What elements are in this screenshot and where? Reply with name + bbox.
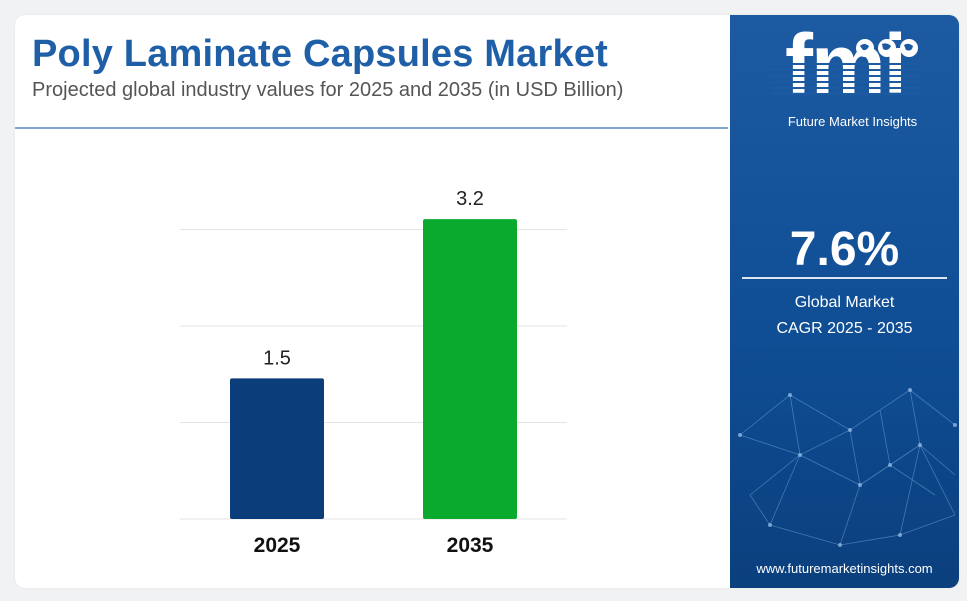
chart-subtitle: Projected global industry values for 202… — [32, 79, 624, 101]
globe-icons — [856, 39, 918, 57]
network-graphic — [738, 388, 957, 547]
cagr-divider — [742, 277, 947, 279]
bar-2035 — [423, 219, 517, 519]
infographic-card: Poly Laminate Capsules Market Projected … — [15, 15, 959, 588]
cagr-label-line2: CAGR 2025 - 2035 — [776, 320, 913, 337]
logo-subtext: Future Market Insights — [787, 114, 918, 129]
chart-title: Poly Laminate Capsules Market — [32, 33, 609, 75]
cagr-label: Global Market CAGR 2025 - 2035 — [730, 290, 959, 342]
cagr-label-line1: Global Market — [794, 294, 895, 311]
data-label-2025: 1.5 — [263, 347, 291, 369]
data-label-2035: 3.2 — [456, 188, 484, 210]
logo-stripes — [770, 59, 920, 95]
bar-chart: 1.5 2025 3.2 2035 — [180, 188, 567, 557]
title-divider — [15, 127, 728, 129]
fmi-logo: fmi Future Market Insights — [760, 19, 930, 129]
x-tick-label-2035: 2035 — [447, 534, 494, 557]
bar-2025 — [230, 378, 324, 519]
x-tick-label-2025: 2025 — [254, 534, 301, 557]
website-url[interactable]: www.futuremarketinsights.com — [756, 561, 933, 576]
sidebar-panel: fmi Future Market Insights 7.6% Global M… — [730, 15, 959, 588]
cagr-value: 7.6% — [789, 223, 900, 276]
